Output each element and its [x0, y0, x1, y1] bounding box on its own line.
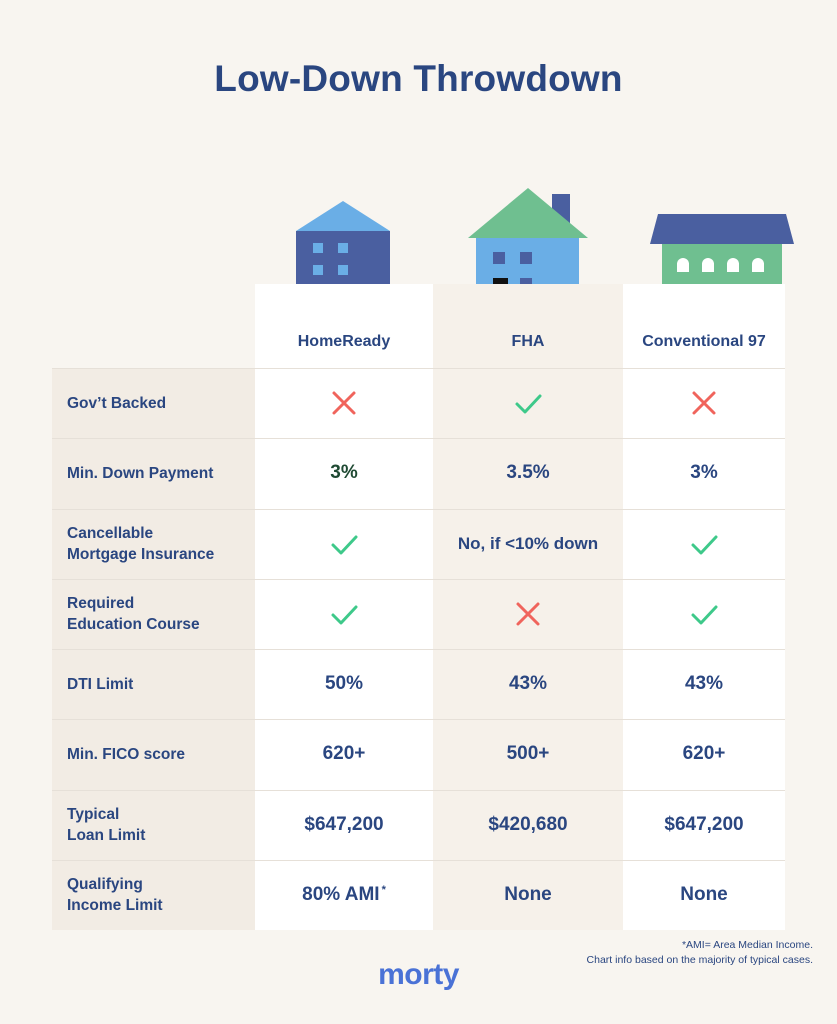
row-divider: [52, 578, 785, 580]
column-header-conventional: Conventional 97: [642, 333, 766, 350]
footnote-marker: *: [381, 883, 386, 896]
cell-fha: 43%: [433, 649, 623, 719]
row-label: Gov’t Backed: [67, 394, 167, 412]
cell-value: None: [680, 883, 728, 905]
row-divider: [52, 368, 785, 369]
row-label: Cancellable Mortgage Insurance: [67, 524, 215, 563]
row-label: Required Education Course: [67, 594, 200, 633]
row-divider: [52, 649, 785, 650]
cell-homeready: [255, 509, 433, 579]
cross-icon: [332, 391, 356, 415]
row-divider: [52, 859, 785, 861]
cell-conventional: 620+: [623, 719, 785, 789]
cell-value: 620+: [682, 743, 726, 765]
check-icon: [515, 394, 542, 414]
cell-fha: 3.5%: [433, 438, 623, 508]
row-label: Min. FICO score: [67, 745, 185, 763]
cell-value: 43%: [508, 673, 548, 695]
morty-logo: morty: [378, 958, 459, 991]
cell-fha: [433, 579, 623, 649]
row-label: DTI Limit: [67, 675, 134, 693]
row-divider: [52, 508, 785, 510]
column-header-homeready: HomeReady: [297, 333, 391, 350]
cell-homeready: 3%: [255, 438, 433, 508]
cell-value: 50%: [324, 673, 364, 695]
cell-homeready: 50%: [255, 649, 433, 719]
footnote: *AMI= Area Median Income. Chart info bas…: [587, 938, 813, 968]
cell-fha: $420,680: [433, 790, 623, 860]
cell-value: 3%: [690, 462, 718, 484]
cell-conventional: [623, 509, 785, 579]
cell-value: $647,200: [664, 813, 744, 835]
cell-value: None: [504, 883, 552, 905]
cell-value: 620+: [322, 743, 366, 765]
cell-homeready: [255, 579, 433, 649]
cell-conventional: [623, 368, 785, 438]
column-homeready-bg: [255, 284, 433, 930]
cell-fha: [433, 368, 623, 438]
row-label: Typical Loan Limit: [67, 805, 146, 844]
row-divider: [52, 789, 785, 791]
cell-value: 3.5%: [506, 462, 550, 484]
cell-conventional: $647,200: [623, 790, 785, 860]
cell-homeready: 80% AMI *: [255, 860, 433, 930]
page-title: Low-Down Throwdown: [214, 58, 623, 99]
cell-fha: None: [433, 860, 623, 930]
check-icon: [691, 535, 718, 555]
cell-conventional: None: [623, 860, 785, 930]
cell-value: $647,200: [304, 813, 384, 835]
footnote-chart-info: Chart info based on the majority of typi…: [586, 954, 813, 966]
column-fha-bg: [433, 284, 623, 930]
cell-value: 43%: [684, 673, 724, 695]
cross-icon: [516, 602, 540, 626]
cell-homeready: [255, 368, 433, 438]
cell-conventional: 43%: [623, 649, 785, 719]
cell-value: No, if <10% down: [457, 533, 599, 553]
check-icon: [331, 605, 358, 625]
cell-conventional: 3%: [623, 438, 785, 508]
column-header-fha: FHA: [511, 333, 545, 350]
footnote-ami: *AMI= Area Median Income.: [681, 939, 813, 951]
cell-homeready: $647,200: [255, 790, 433, 860]
cell-conventional: [623, 579, 785, 649]
cell-value: $420,680: [488, 813, 568, 835]
cell-value: 3%: [330, 462, 358, 484]
check-icon: [331, 535, 358, 555]
cell-fha: 500+: [433, 719, 623, 789]
cell-value: 500+: [506, 743, 550, 765]
row-divider: [52, 719, 785, 721]
cell-fha: No, if <10% down: [433, 509, 623, 579]
row-label: Qualifying Income Limit: [67, 875, 163, 914]
row-divider: [52, 438, 785, 440]
check-icon: [691, 605, 718, 625]
cross-icon: [692, 391, 716, 415]
column-conventional-bg: [623, 284, 785, 930]
cell-value: 80% AMI: [302, 883, 380, 905]
cell-homeready: 620+: [255, 719, 433, 789]
row-label: Min. Down Payment: [67, 464, 214, 482]
